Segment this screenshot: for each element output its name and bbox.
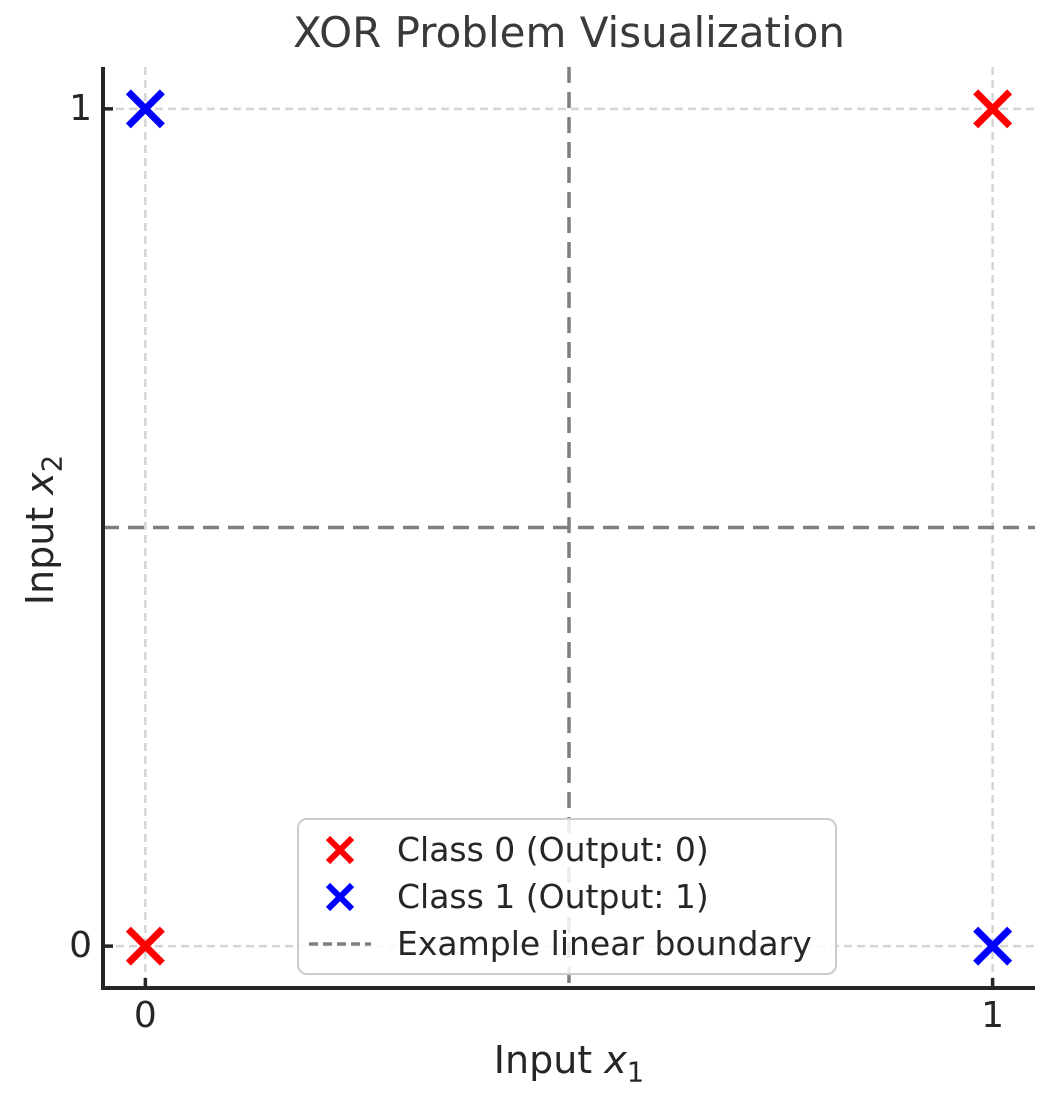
marker-series0-x1-y1	[973, 89, 1013, 129]
y-axis-label-text: Input	[18, 494, 62, 606]
y-axis-label-var: x	[18, 472, 62, 495]
legend-x-marker-icon	[309, 879, 371, 915]
legend-entry-1: Class 1 (Output: 1)	[309, 874, 835, 920]
legend-x-marker-stroke	[325, 882, 355, 911]
marker-series0-x0-y0	[125, 926, 165, 966]
x-axis-label: Input x1	[103, 1038, 1035, 1087]
legend-entry-label: Class 0 (Output: 0)	[397, 830, 709, 869]
legend-entry-label: Class 1 (Output: 1)	[397, 877, 709, 916]
legend-entry-0: Class 0 (Output: 0)	[309, 827, 835, 873]
x-tick-label-1: 1	[981, 995, 1005, 1036]
legend: Class 0 (Output: 0) Class 1 (Output: 1) Ex…	[297, 818, 837, 975]
x-axis-label-var: x	[604, 1038, 627, 1082]
y-tick-label-0: 0	[69, 925, 92, 967]
legend-x-marker-icon	[309, 832, 371, 868]
y-axis-label-sub: 2	[37, 454, 69, 473]
legend-entry-label: Example linear boundary	[397, 924, 812, 963]
x-axis-label-text: Input	[493, 1038, 605, 1082]
legend-dashed-line-icon	[309, 939, 371, 949]
x-tick-label-0: 0	[133, 995, 157, 1036]
y-axis-label: Input x2	[18, 455, 69, 606]
marker-series1-x1-y0	[973, 926, 1013, 966]
x-axis-label-sub: 1	[626, 1057, 645, 1089]
legend-entry-2: Example linear boundary	[309, 921, 835, 967]
y-tick-label-1: 1	[69, 87, 92, 129]
marker-series1-x0-y1	[125, 89, 165, 129]
legend-x-marker-stroke	[325, 835, 355, 864]
chart-title: XOR Problem Visualization	[292, 8, 846, 57]
